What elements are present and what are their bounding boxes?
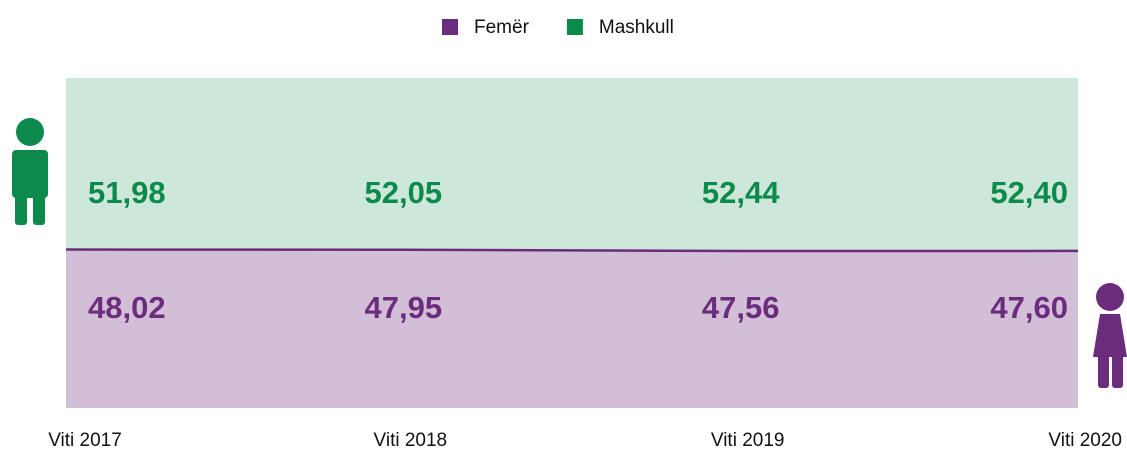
value-label: 52,44 — [702, 175, 780, 210]
legend-swatch — [566, 19, 583, 35]
male-icon — [12, 118, 48, 225]
value-label: 52,40 — [990, 175, 1068, 210]
area — [66, 78, 1078, 252]
x-tick-label: Viti 2018 — [374, 430, 448, 451]
female-icon — [1093, 283, 1127, 388]
value-label: 48,02 — [88, 290, 166, 325]
legend-swatch — [442, 19, 458, 35]
value-label: 51,98 — [88, 175, 166, 210]
x-tick-label: Viti 2017 — [48, 430, 122, 451]
value-label: 47,60 — [990, 290, 1068, 325]
boundary-line — [65, 248, 1079, 253]
legend-label: Mashkull — [599, 17, 674, 38]
x-tick-label: Viti 2019 — [711, 430, 785, 451]
area — [66, 249, 1078, 408]
value-label: 47,95 — [365, 290, 443, 325]
legend-label: Femër — [474, 17, 530, 38]
value-label: 52,05 — [365, 175, 443, 210]
x-tick-label: Viti 2020 — [1048, 430, 1122, 451]
value-label: 47,56 — [702, 290, 780, 325]
